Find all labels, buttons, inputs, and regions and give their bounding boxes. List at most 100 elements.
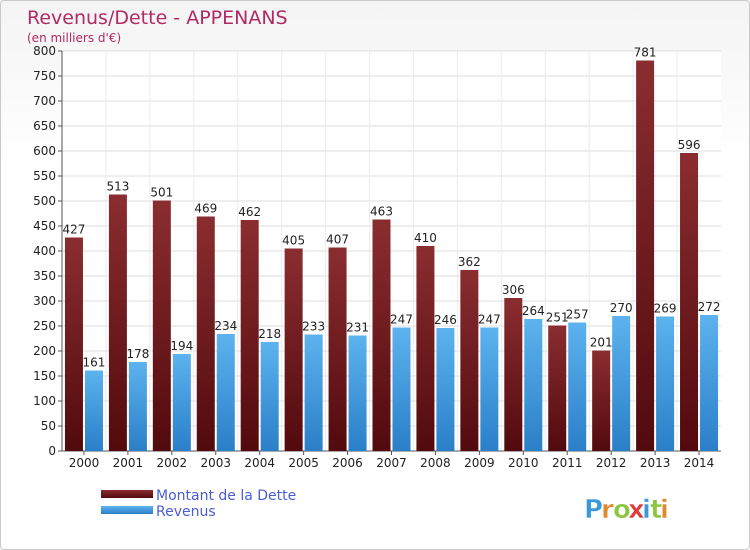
data-label-revenus: 178 <box>126 347 149 361</box>
legend: Montant de la Dette Revenus <box>101 488 296 520</box>
y-tick-label: 750 <box>33 69 56 83</box>
data-label-revenus: 218 <box>258 327 281 341</box>
bar-debt <box>240 220 259 451</box>
bar-revenus <box>84 370 103 451</box>
data-label-debt: 201 <box>590 336 613 350</box>
bar-revenus <box>348 335 367 451</box>
logo-letter: i <box>642 495 651 525</box>
logo-letter: r <box>601 495 614 525</box>
y-tick-label: 150 <box>33 369 56 383</box>
logo-letter: x <box>628 495 645 525</box>
x-tick-label: 2000 <box>69 456 100 470</box>
data-label-debt: 362 <box>458 255 481 269</box>
y-tick-label: 600 <box>33 144 56 158</box>
y-tick-label: 200 <box>33 344 56 358</box>
x-tick-label: 2010 <box>508 456 539 470</box>
legend-label-debt: Montant de la Dette <box>156 488 296 504</box>
data-label-revenus: 246 <box>434 313 457 327</box>
logo-letter: t <box>650 495 662 525</box>
bar-debt <box>196 216 215 451</box>
data-label-debt: 306 <box>502 283 525 297</box>
y-tick-label: 250 <box>33 319 56 333</box>
x-tick-label: 2007 <box>376 456 407 470</box>
bar-revenus <box>612 316 631 451</box>
x-tick-label: 2009 <box>464 456 495 470</box>
data-label-revenus: 194 <box>170 339 193 353</box>
x-tick-label: 2014 <box>684 456 715 470</box>
y-tick-label: 700 <box>33 94 56 108</box>
bar-debt <box>152 200 171 451</box>
bar-revenus <box>480 327 499 451</box>
data-label-revenus: 269 <box>654 302 677 316</box>
y-tick-label: 300 <box>33 294 56 308</box>
y-tick-label: 550 <box>33 169 56 183</box>
bar-revenus <box>568 322 587 451</box>
data-label-revenus: 233 <box>302 320 325 334</box>
data-label-revenus: 247 <box>478 313 501 327</box>
bar-revenus <box>656 316 675 451</box>
data-label-debt: 463 <box>370 205 393 219</box>
data-label-debt: 427 <box>63 223 86 237</box>
data-label-revenus: 270 <box>610 301 633 315</box>
y-tick-label: 800 <box>33 44 56 58</box>
data-label-revenus: 231 <box>346 321 369 335</box>
bar-debt <box>108 194 127 451</box>
bar-debt <box>460 270 479 451</box>
data-label-debt: 410 <box>414 231 437 245</box>
y-tick-label: 650 <box>33 119 56 133</box>
data-label-revenus: 257 <box>566 308 589 322</box>
bar-revenus <box>304 334 323 451</box>
y-tick-label: 350 <box>33 269 56 283</box>
data-label-debt: 469 <box>194 202 217 216</box>
y-tick-label: 500 <box>33 194 56 208</box>
data-label-debt: 405 <box>282 234 305 248</box>
y-tick-label: 400 <box>33 244 56 258</box>
bar-debt <box>284 248 303 451</box>
legend-swatch-debt <box>101 490 153 498</box>
y-tick-label: 50 <box>41 419 56 433</box>
x-tick-label: 2006 <box>332 456 363 470</box>
bar-debt <box>372 219 391 451</box>
data-label-debt: 781 <box>634 46 657 60</box>
bar-revenus <box>260 342 279 451</box>
data-label-revenus: 234 <box>214 319 237 333</box>
y-tick-label: 0 <box>48 444 56 458</box>
y-tick-label: 450 <box>33 219 56 233</box>
chart-title: Revenus/Dette - APPENANS <box>27 7 288 29</box>
x-tick-label: 2011 <box>552 456 583 470</box>
logo-letter: i <box>660 495 669 525</box>
x-tick-label: 2003 <box>200 456 231 470</box>
chart-subtitle: (en milliers d'€) <box>27 31 121 45</box>
bar-debt <box>416 246 435 451</box>
bar-revenus <box>172 354 191 451</box>
bar-debt <box>504 298 523 451</box>
bar-revenus <box>128 362 147 451</box>
data-label-debt: 462 <box>238 205 261 219</box>
x-tick-label: 2005 <box>288 456 319 470</box>
x-tick-label: 2012 <box>596 456 627 470</box>
logo-letter: o <box>613 495 631 525</box>
x-tick-label: 2001 <box>113 456 144 470</box>
data-label-debt: 501 <box>150 186 173 200</box>
bar-revenus <box>524 319 543 451</box>
bar-revenus <box>392 327 411 451</box>
legend-swatch-revenus <box>101 506 153 514</box>
data-label-debt: 513 <box>106 180 129 194</box>
x-tick-label: 2013 <box>640 456 671 470</box>
data-label-debt: 407 <box>326 233 349 247</box>
bar-debt <box>636 60 655 451</box>
bar-debt <box>328 247 347 451</box>
y-tick-label: 100 <box>33 394 56 408</box>
bar-debt <box>548 325 567 451</box>
bar-debt <box>64 237 83 451</box>
data-label-revenus: 264 <box>522 304 545 318</box>
x-tick-label: 2004 <box>244 456 275 470</box>
x-tick-label: 2008 <box>420 456 451 470</box>
data-label-revenus: 272 <box>698 300 721 314</box>
bar-revenus <box>436 328 455 451</box>
data-label-revenus: 161 <box>83 356 106 370</box>
x-tick-label: 2002 <box>157 456 188 470</box>
bar-revenus <box>700 315 719 451</box>
bar-revenus <box>216 334 235 451</box>
